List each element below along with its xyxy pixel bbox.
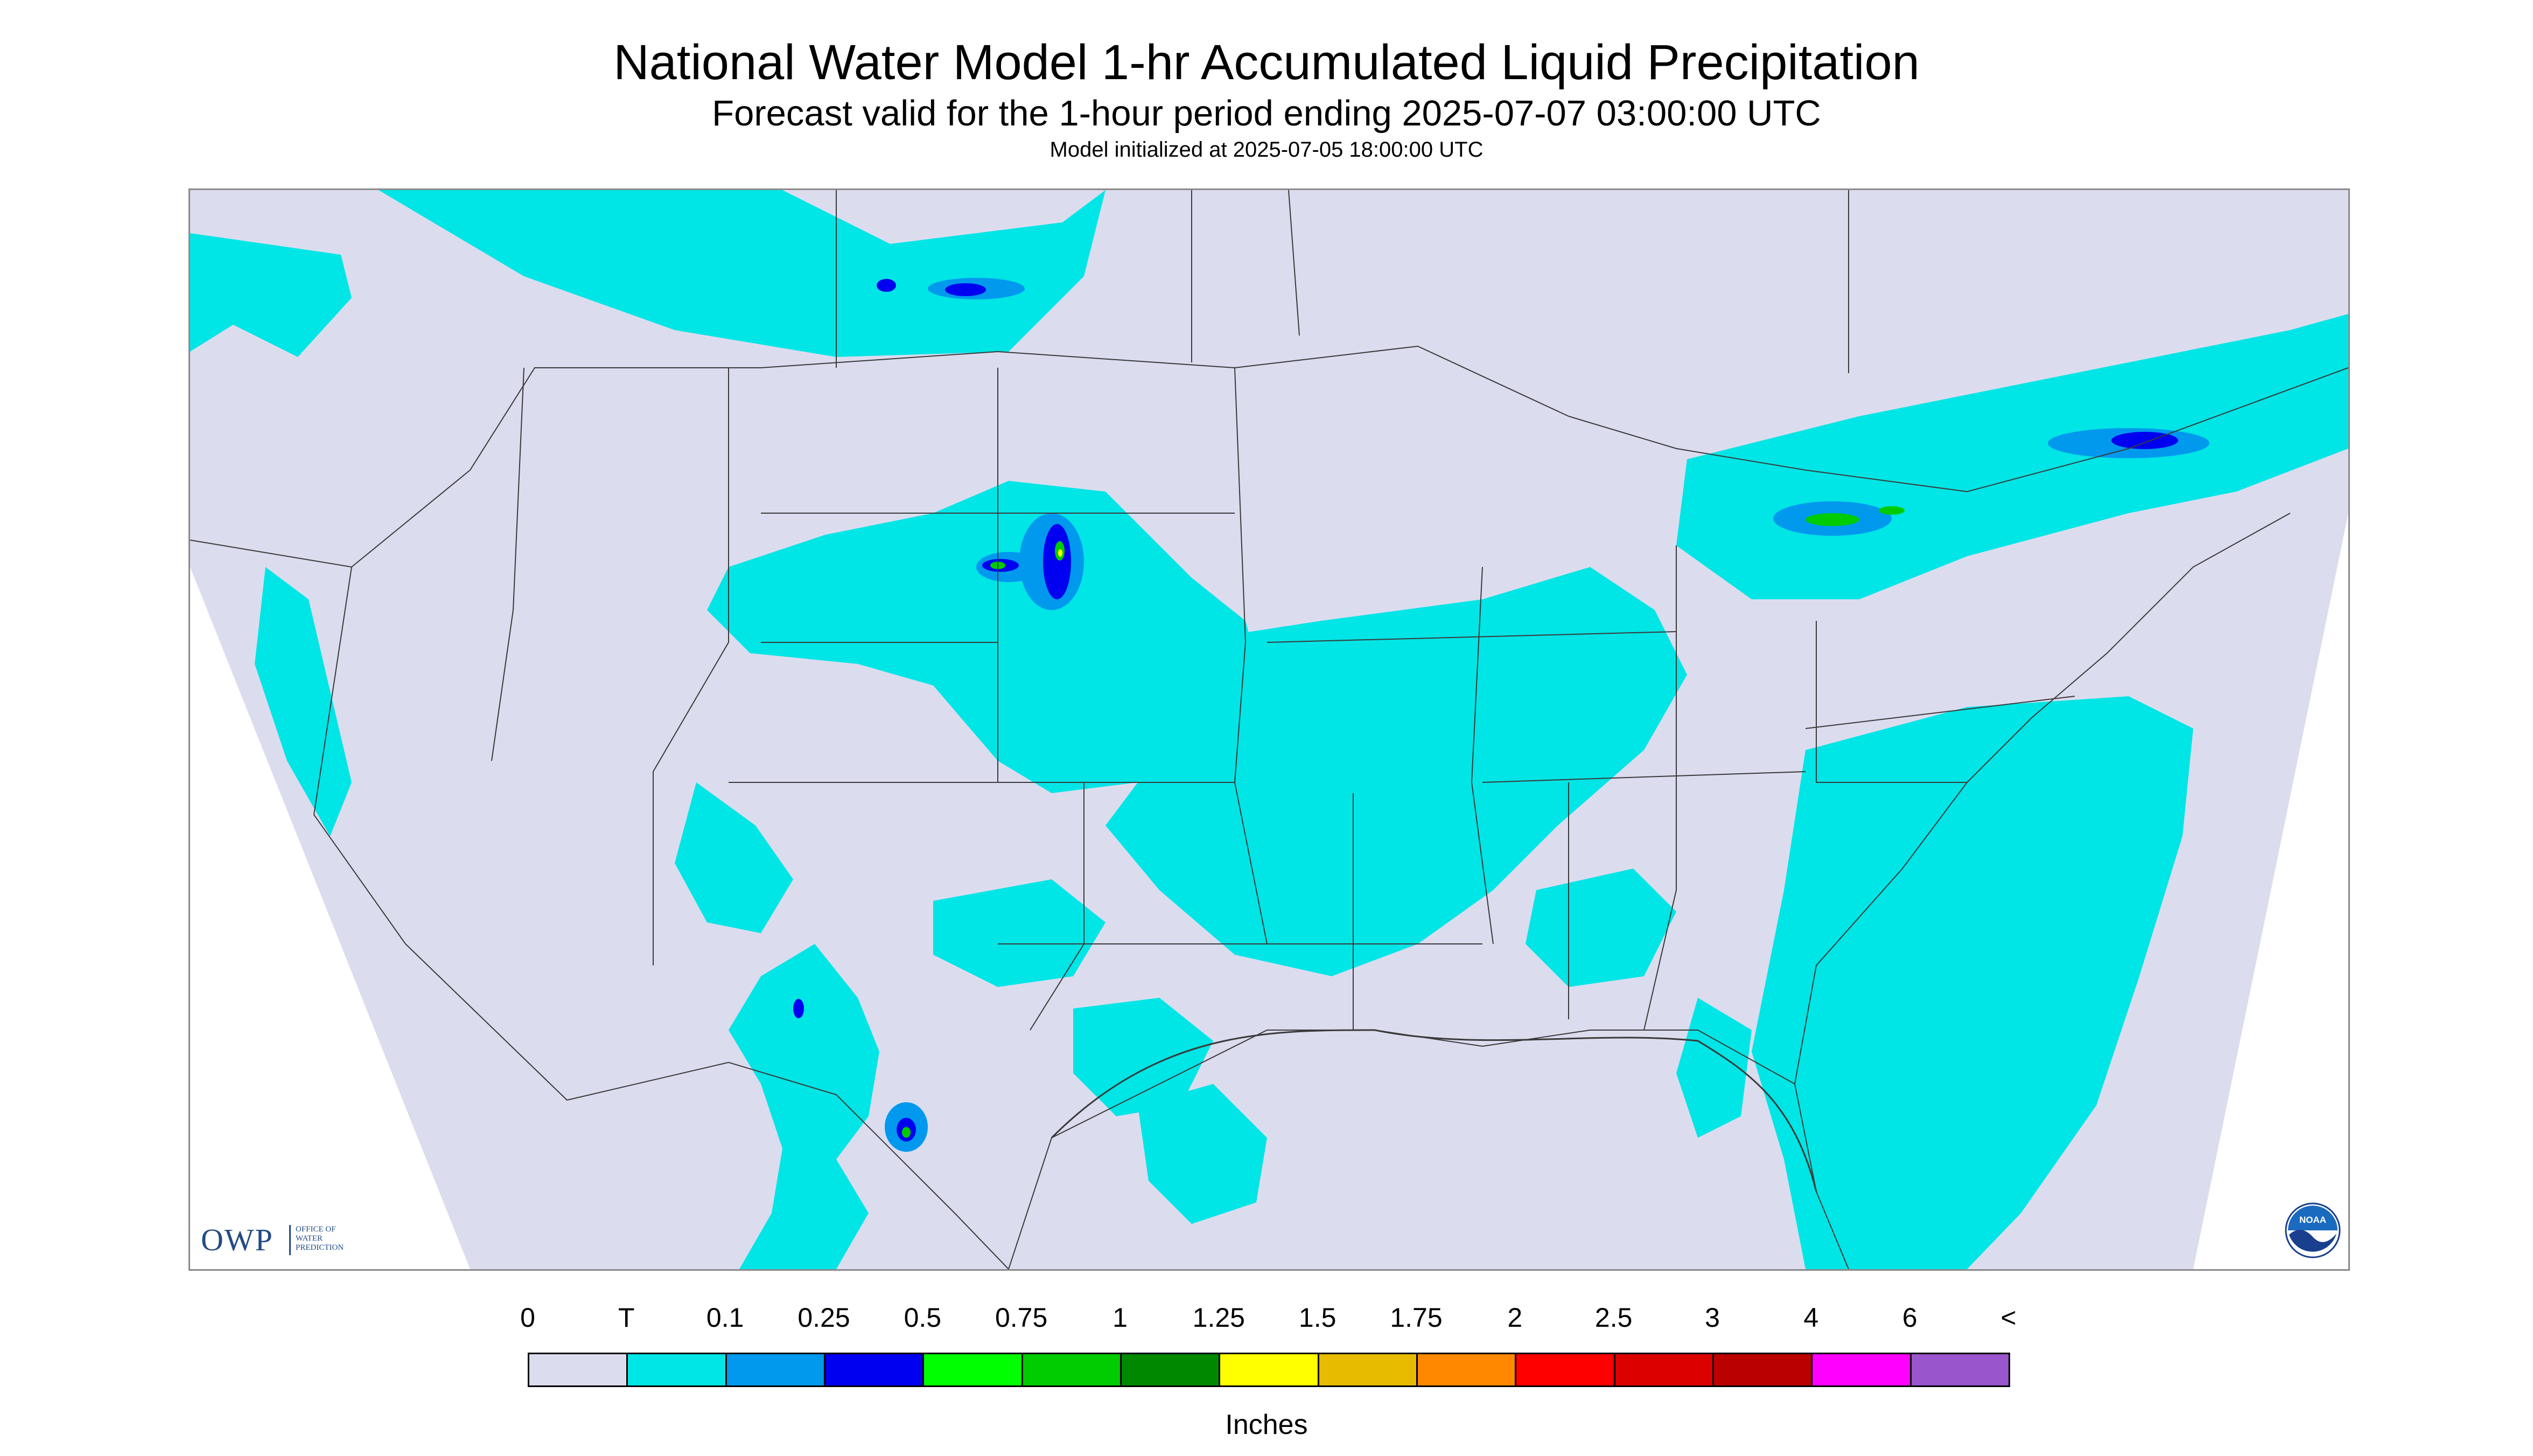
legend-tick-label: 1 [1112,1303,1128,1333]
legend-swatch [725,1353,825,1387]
forecast-valid-subtitle: Forecast valid for the 1-hour period end… [712,93,1821,134]
legend-swatch [1613,1353,1714,1387]
legend-swatch [1811,1353,1912,1387]
legend-tick-label: 0.5 [904,1303,942,1333]
legend-tick-label: 0 [520,1303,535,1333]
precip-trace-areas [190,190,2348,1269]
legend-tick-label: 3 [1705,1303,1720,1333]
map-canvas [190,190,2348,1269]
legend-tick-label: < [2000,1303,2017,1333]
legend-swatch [1515,1353,1615,1387]
model-init-text: Model initialized at 2025-07-05 18:00:00… [1049,138,1484,162]
legend-tick-label: 6 [1902,1303,1918,1333]
gulf-coastline [1051,1029,1817,1192]
legend-tick-label: 1.5 [1298,1303,1337,1333]
legend-tick-label: 2 [1507,1303,1523,1333]
legend-tick-label: 0.1 [706,1303,744,1333]
precipitation-map[interactable]: OWP OFFICE OF WATER PREDICTION NOAA [188,188,2350,1271]
owp-logo-letters: OWP [201,1222,274,1257]
boundary-lines [190,190,2348,1269]
legend-swatch [1909,1353,2010,1387]
noaa-logo-text: NOAA [2299,1215,2326,1225]
legend-tick-label: 0.75 [995,1303,1048,1333]
owp-logo-divider [289,1225,291,1255]
owp-logo: OWP OFFICE OF WATER PREDICTION [201,1220,373,1258]
legend-swatch [824,1353,925,1387]
legend-tick-label: T [618,1303,635,1333]
legend-swatch [626,1353,727,1387]
precip-yellow-cores [1058,549,1062,557]
legend-tick-label: 4 [1803,1303,1819,1333]
legend-swatch [1317,1353,1418,1387]
precip-dark-blue-cores [793,279,2178,1142]
noaa-logo: NOAA [2285,1202,2341,1258]
legend-swatch [1120,1353,1221,1387]
legend-tick-label: 0.25 [797,1303,850,1333]
page-title: National Water Model 1-hr Accumulated Li… [613,35,1920,90]
legend-unit-label: Inches [1225,1409,1308,1440]
legend-swatch [1416,1353,1517,1387]
legend-swatch [1219,1353,1319,1387]
legend-tick-label: 1.25 [1192,1303,1245,1333]
legend-swatch [1712,1353,1813,1387]
legend-swatch [922,1353,1023,1387]
legend-tick-label: 1.75 [1390,1303,1443,1333]
owp-logo-subtext: OFFICE OF WATER PREDICTION [296,1225,344,1252]
legend-swatch [1021,1353,1122,1387]
legend-swatch [528,1353,628,1387]
legend-tick-label: 2.5 [1594,1303,1633,1333]
